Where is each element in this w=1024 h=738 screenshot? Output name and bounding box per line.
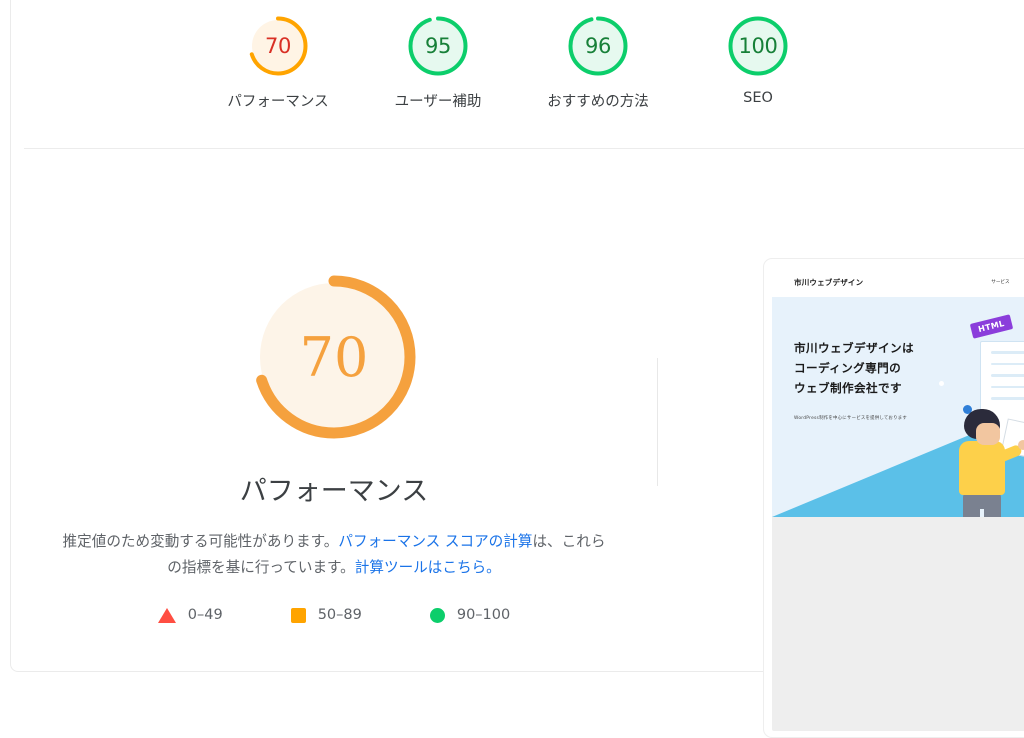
summary-gauge-accessibility[interactable]: 95 ユーザー補助: [358, 1, 518, 111]
lighthouse-report-card: 70 パフォーマンス 95 ユーザー補助 96 おすすめの: [10, 0, 1024, 738]
gauge-ring-seo: 100: [726, 14, 790, 78]
summary-gauge-best-practices[interactable]: 96 おすすめの方法: [518, 1, 678, 111]
big-gauge-block: 70 パフォーマンス 推定値のため変動する可能性があります。パフォーマンス スコ…: [11, 149, 657, 644]
thumb-site-footer: [772, 517, 1024, 731]
hero-title-line2: コーディング専門の: [794, 360, 902, 375]
gauge-ring-accessibility: 95: [406, 14, 470, 78]
hero-title-line1: 市川ウェブデザインは: [794, 341, 914, 355]
performance-title: パフォーマンス: [239, 476, 429, 507]
gauge-score-accessibility: 95: [425, 34, 451, 58]
description-text-part1: 推定値のため変動する可能性があります。: [62, 533, 339, 550]
thumb-hero-title: 市川ウェブデザインは コーディング専門の ウェブ制作会社です: [794, 339, 914, 399]
thumb-site-header: 市川ウェブデザイン サービス 会社案内: [772, 267, 1024, 297]
summary-gauge-seo[interactable]: 100 SEO: [678, 1, 838, 106]
big-gauge-score: 70: [299, 325, 369, 389]
thumbnail-viewport: 市川ウェブデザイン サービス 会社案内 市川ウェブデザインは コーディング専門の…: [772, 267, 1024, 731]
summary-gauge-performance[interactable]: 70 パフォーマンス: [198, 1, 358, 111]
score-calculation-link[interactable]: パフォーマンス スコアの計算: [338, 533, 533, 550]
legend-label-average: 50–89: [317, 607, 362, 623]
white-dot-icon: [939, 381, 944, 386]
thumb-nav-item-services: サービス: [991, 280, 1010, 285]
thumb-site-logo: 市川ウェブデザイン: [794, 277, 864, 287]
legend-label-poor: 0–49: [187, 607, 223, 623]
html-badge: HTML: [969, 314, 1014, 339]
summary-divider: [24, 148, 1024, 149]
gauge-ring-performance: 70: [246, 14, 310, 78]
category-summary-strip: 70 パフォーマンス 95 ユーザー補助 96 おすすめの: [11, 1, 1024, 148]
gauge-score-performance: 70: [265, 34, 291, 58]
hero-title-line3: ウェブ制作会社です: [794, 380, 902, 395]
performance-description: 推定値のため変動する可能性があります。パフォーマンス スコアの計算は、これらの指…: [62, 529, 607, 580]
page-screenshot-thumbnail[interactable]: 市川ウェブデザイン サービス 会社案内 市川ウェブデザインは コーディング専門の…: [763, 258, 1024, 738]
legend-label-good: 90–100: [456, 607, 511, 623]
gauge-label-seo: SEO: [743, 90, 773, 106]
square-icon: [290, 607, 306, 623]
thumb-hero-subtitle: WordPress制作を中心にサービスを提供しております: [794, 416, 907, 421]
gauge-label-accessibility: ユーザー補助: [394, 94, 482, 110]
triangle-icon: [157, 607, 176, 623]
legend-item-average: 50–89: [290, 607, 362, 623]
gauge-ring-best-practices: 96: [566, 14, 630, 78]
thumb-hero: 市川ウェブデザインは コーディング専門の ウェブ制作会社です WordPress…: [772, 297, 1024, 517]
gauge-label-best-practices: おすすめの方法: [547, 94, 649, 110]
blue-dot-icon: [963, 405, 972, 414]
calculator-tool-link[interactable]: 計算ツールはこちら。: [354, 558, 501, 576]
performance-detail-section: 70 パフォーマンス 推定値のため変動する可能性があります。パフォーマンス スコ…: [11, 149, 1024, 738]
circle-icon: [429, 607, 445, 623]
thumb-site-nav: サービス 会社案内: [991, 279, 1024, 285]
score-legend: 0–49 50–89 90–100: [11, 607, 657, 623]
big-gauge-performance: 70: [248, 271, 420, 443]
legend-item-good: 90–100: [429, 607, 511, 623]
gauge-label-performance: パフォーマンス: [227, 94, 329, 110]
description-text-part2: は、これらの指標を基に行っています。: [167, 533, 606, 576]
detail-vertical-divider: [657, 358, 658, 486]
gauge-score-seo: 100: [738, 34, 778, 58]
person-illustration-icon: [946, 409, 1024, 517]
legend-item-poor: 0–49: [157, 607, 223, 623]
gauge-score-best-practices: 96: [585, 34, 611, 58]
